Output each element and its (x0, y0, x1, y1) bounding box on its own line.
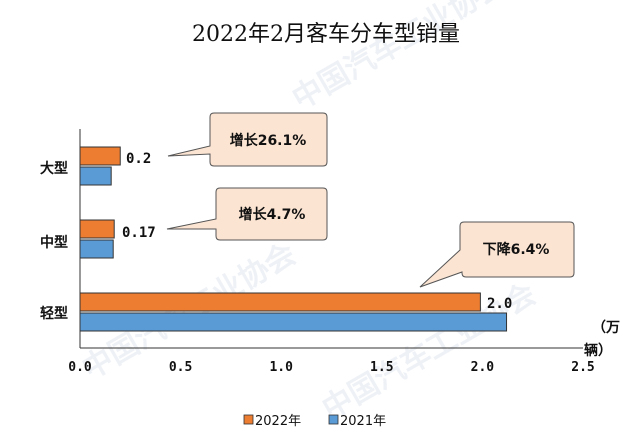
callout-bubble-light (419, 221, 575, 288)
bar-2022-large (79, 146, 121, 166)
chart-title: 2022年2月客车分车型销量 (192, 22, 460, 47)
watermark-text-1: 中国汽车工业协会 (287, 0, 512, 117)
data-label-large: 0.2 (126, 151, 151, 167)
callout-text-light: 下降6.4% (483, 241, 550, 258)
bar-2022-light (79, 292, 481, 312)
x-tick-label: 0.0 (68, 360, 92, 375)
callout-bubble-large (167, 112, 328, 167)
bar-2021-medium (79, 239, 114, 259)
y-tick-label-light: 轻型 (40, 305, 68, 322)
bar-2021-large (79, 166, 112, 186)
bar-2022-medium (79, 219, 115, 239)
callout-bubble-medium (166, 187, 328, 241)
x-tick-label: 2.0 (471, 360, 495, 375)
x-tick-label: 1.5 (370, 360, 393, 375)
legend-swatch-2022 (243, 414, 254, 425)
y-tick-label-medium: 中型 (40, 234, 68, 251)
callout-text-medium: 增长4.7% (239, 206, 306, 223)
bar-2021-light (79, 312, 508, 332)
callout-text-large: 增长26.1% (230, 132, 307, 149)
data-label-light: 2.0 (487, 296, 512, 312)
data-label-medium: 0.17 (122, 225, 156, 241)
callout-medium: 增长4.7% (166, 187, 328, 241)
legend-swatch-2021 (328, 414, 339, 425)
unit-label-line2: 辆） (584, 342, 612, 359)
legend: 2022年 2021年 (243, 414, 386, 429)
callout-large: 增长26.1% (167, 112, 328, 167)
y-tick-label-large: 大型 (40, 160, 68, 177)
legend-label-2021: 2021年 (340, 414, 386, 429)
callout-light: 下降6.4% (419, 221, 575, 288)
x-tick-label: 1.0 (269, 360, 293, 375)
legend-label-2022: 2022年 (255, 414, 301, 429)
x-tick-label: 2.5 (571, 360, 594, 375)
x-tick-label: 0.5 (169, 360, 192, 375)
unit-label-line1: （万 (592, 320, 620, 336)
